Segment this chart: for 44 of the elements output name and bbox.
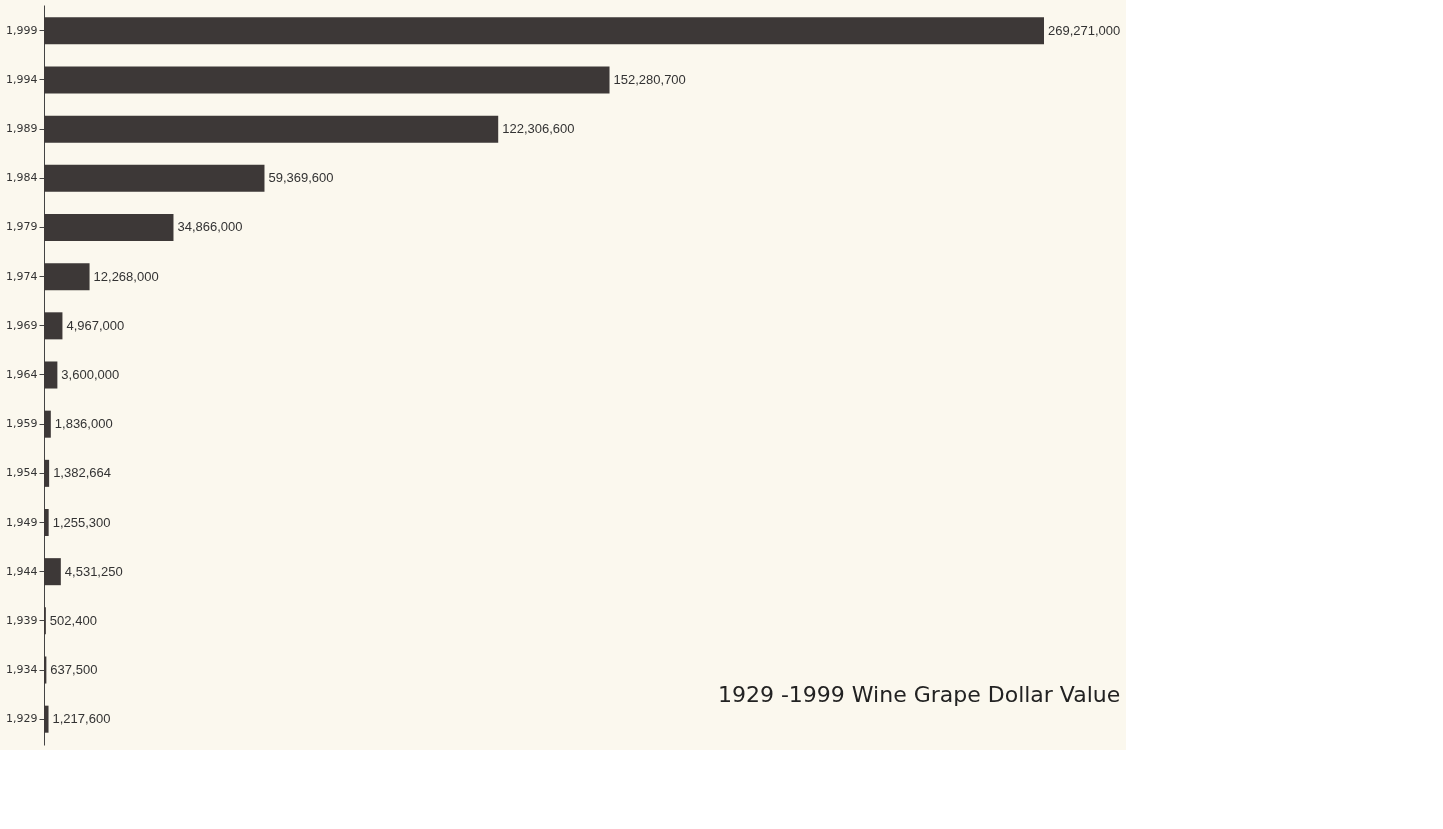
bar — [44, 410, 51, 438]
data-label: 269,271,000 — [1048, 22, 1121, 38]
y-tick-label: 1,964 — [6, 368, 38, 381]
data-label: 1,382,664 — [53, 465, 111, 481]
bar — [44, 164, 265, 192]
y-tick-label: 1,934 — [6, 663, 38, 677]
y-tick-label: 1,989 — [6, 122, 38, 136]
data-label: 1,836,000 — [54, 416, 113, 432]
bar — [44, 115, 499, 143]
y-tick-label: 1,959 — [6, 417, 38, 431]
bar — [44, 213, 174, 242]
y-tick-label: 1,979 — [6, 220, 38, 234]
bar — [44, 312, 63, 340]
y-tick-label: 1,929 — [6, 712, 38, 726]
bar — [44, 361, 58, 389]
bar — [44, 263, 90, 291]
data-label: 502,400 — [49, 612, 97, 628]
data-label: 4,967,000 — [66, 317, 125, 333]
y-tick-label: 1,994 — [6, 72, 38, 86]
data-label: 1,255,300 — [52, 514, 111, 530]
y-tick-label: 1,969 — [6, 318, 38, 332]
data-label: 1,217,600 — [52, 711, 111, 727]
bar — [44, 459, 50, 487]
y-tick-label: 1,954 — [6, 466, 38, 480]
y-tick-label: 1,999 — [6, 23, 38, 37]
data-label: 152,280,700 — [613, 71, 686, 87]
bar — [44, 66, 610, 94]
bar — [44, 705, 49, 733]
y-tick-label: 1,939 — [6, 613, 38, 627]
bar — [44, 17, 1044, 45]
data-label: 4,531,250 — [64, 563, 123, 579]
y-tick-label: 1,944 — [6, 564, 38, 578]
bar — [44, 508, 49, 537]
data-label: 34,866,000 — [177, 219, 243, 235]
y-tick-label: 1,974 — [6, 269, 38, 283]
data-label: 12,268,000 — [93, 268, 159, 284]
bar — [44, 558, 61, 586]
data-label: 637,500 — [50, 662, 98, 678]
y-tick-label: 1,984 — [6, 171, 38, 185]
text: 1929 -1999 Wine Grape Dollar Value — [717, 682, 1121, 707]
y-tick-label: 1,949 — [6, 515, 38, 529]
data-label: 3,600,000 — [61, 367, 120, 382]
data-label: 59,369,600 — [268, 170, 334, 186]
data-label: 122,306,600 — [502, 121, 575, 137]
